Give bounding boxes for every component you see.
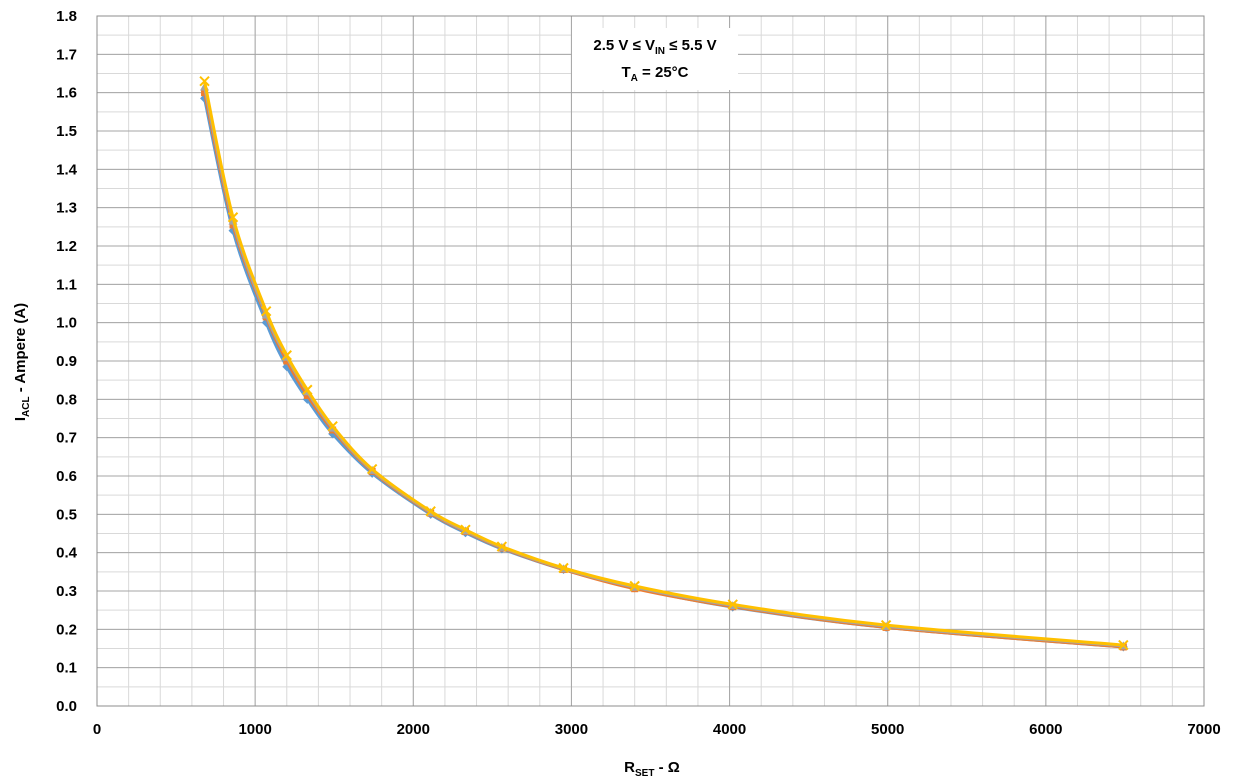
- y-tick-label: 1.3: [56, 200, 77, 217]
- data-point: [496, 541, 508, 552]
- series-line: [203, 80, 1124, 647]
- y-tick-label: 1.0: [56, 315, 77, 332]
- annotation-box: 2.5 V ≤ VIN ≤ 5.5 V TA = 25°C: [572, 28, 738, 90]
- y-tick-label: 0.6: [56, 468, 77, 485]
- data-point: [425, 506, 436, 517]
- plot-area-border: [96, 15, 1205, 707]
- x-tick-label: 3000: [555, 721, 588, 738]
- series-2: [201, 89, 1127, 651]
- y-axis-title: IACL - Ampere (A): [12, 303, 32, 421]
- y-tick-label: 0.7: [56, 430, 77, 447]
- y-tick-label: 1.8: [56, 8, 77, 25]
- data-point: [227, 212, 239, 223]
- data-point: [327, 420, 338, 432]
- x-tick-label: 5000: [871, 721, 904, 738]
- data-point: [281, 350, 292, 361]
- annotation-line-1: 2.5 V ≤ VIN ≤ 5.5 V: [593, 37, 716, 57]
- series-3: [200, 82, 1128, 650]
- data-point: [199, 75, 210, 87]
- data-point: [261, 305, 272, 317]
- y-tick-label: 1.1: [56, 276, 77, 293]
- x-axis-title: RSET - Ω: [624, 759, 680, 779]
- series-line: [203, 98, 1124, 649]
- data-point: [880, 619, 892, 631]
- x-tick-labels: 0 1000 2000 3000 4000 5000 6000 7000: [93, 721, 1221, 738]
- data-point: [558, 562, 569, 574]
- y-tick-label: 0.8: [56, 391, 77, 408]
- x-tick-label: 2000: [397, 721, 430, 738]
- x-tick-label: 4000: [713, 721, 746, 738]
- data-point: [460, 524, 471, 535]
- annotation-line-2: TA = 25°C: [621, 64, 688, 84]
- y-tick-label: 0.9: [56, 353, 77, 370]
- y-tick-label: 1.5: [56, 123, 77, 140]
- data-point: [727, 599, 738, 610]
- y-tick-label: 0.2: [56, 621, 77, 638]
- data-point: [366, 463, 378, 475]
- y-tick-label: 0.3: [56, 583, 77, 600]
- x-tick-label: 7000: [1187, 721, 1220, 738]
- y-tick-label: 1.6: [56, 85, 77, 102]
- data-point: [303, 392, 311, 399]
- data-point: [302, 384, 313, 395]
- y-tick-label: 1.2: [56, 238, 77, 255]
- y-tick-label: 0.5: [56, 506, 77, 523]
- y-tick-label: 0.0: [56, 698, 77, 715]
- x-tick-label: 1000: [238, 721, 271, 738]
- data-point: [283, 357, 291, 365]
- series-line: [203, 86, 1124, 648]
- series-4: [199, 75, 1129, 651]
- series-1: [200, 93, 1128, 652]
- y-tick-label: 1.4: [56, 161, 78, 178]
- series-line: [203, 92, 1124, 649]
- x-tick-label: 6000: [1029, 721, 1062, 738]
- major-grid: [96, 15, 1205, 707]
- axes: [96, 15, 1205, 707]
- y-tick-labels: 0.0 0.1 0.2 0.3 0.4 0.5 0.6 0.7 0.8 0.9 1.0 1.1 1.2 1…: [56, 8, 78, 715]
- y-tick-label: 0.1: [56, 660, 77, 677]
- y-tick-label: 1.7: [56, 46, 77, 63]
- x-tick-label: 0: [93, 721, 101, 738]
- data-point: [1118, 639, 1129, 651]
- data-point: [629, 580, 640, 592]
- series-group: [199, 75, 1129, 652]
- y-tick-label: 0.4: [56, 545, 78, 562]
